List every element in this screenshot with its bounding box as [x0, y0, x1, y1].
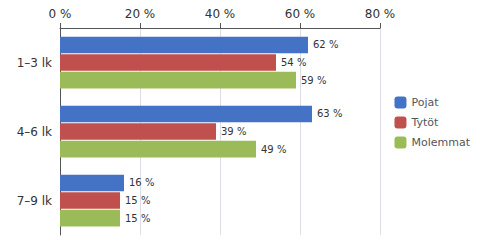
svg-text:0 %: 0 % [49, 7, 72, 21]
svg-text:63 %: 63 % [317, 108, 342, 119]
svg-text:62 %: 62 % [313, 39, 338, 50]
svg-text:54 %: 54 % [281, 57, 306, 68]
svg-text:20 %: 20 % [125, 7, 156, 21]
svg-text:Molemmat: Molemmat [411, 136, 470, 149]
svg-text:39 %: 39 % [221, 126, 246, 137]
svg-text:40 %: 40 % [205, 7, 236, 21]
svg-text:16 %: 16 % [129, 177, 154, 188]
svg-text:49 %: 49 % [261, 144, 286, 155]
svg-text:Tytöt: Tytöt [410, 116, 439, 129]
svg-text:1–3 lk: 1–3 lk [17, 56, 52, 70]
svg-text:4–6 lk: 4–6 lk [17, 125, 52, 139]
svg-text:15 %: 15 % [125, 195, 150, 206]
svg-text:80 %: 80 % [365, 7, 396, 21]
svg-text:Pojat: Pojat [411, 96, 439, 109]
svg-text:60 %: 60 % [285, 7, 316, 21]
svg-text:59 %: 59 % [301, 75, 326, 86]
svg-text:15 %: 15 % [125, 213, 150, 224]
svg-text:7–9 lk: 7–9 lk [17, 194, 52, 208]
